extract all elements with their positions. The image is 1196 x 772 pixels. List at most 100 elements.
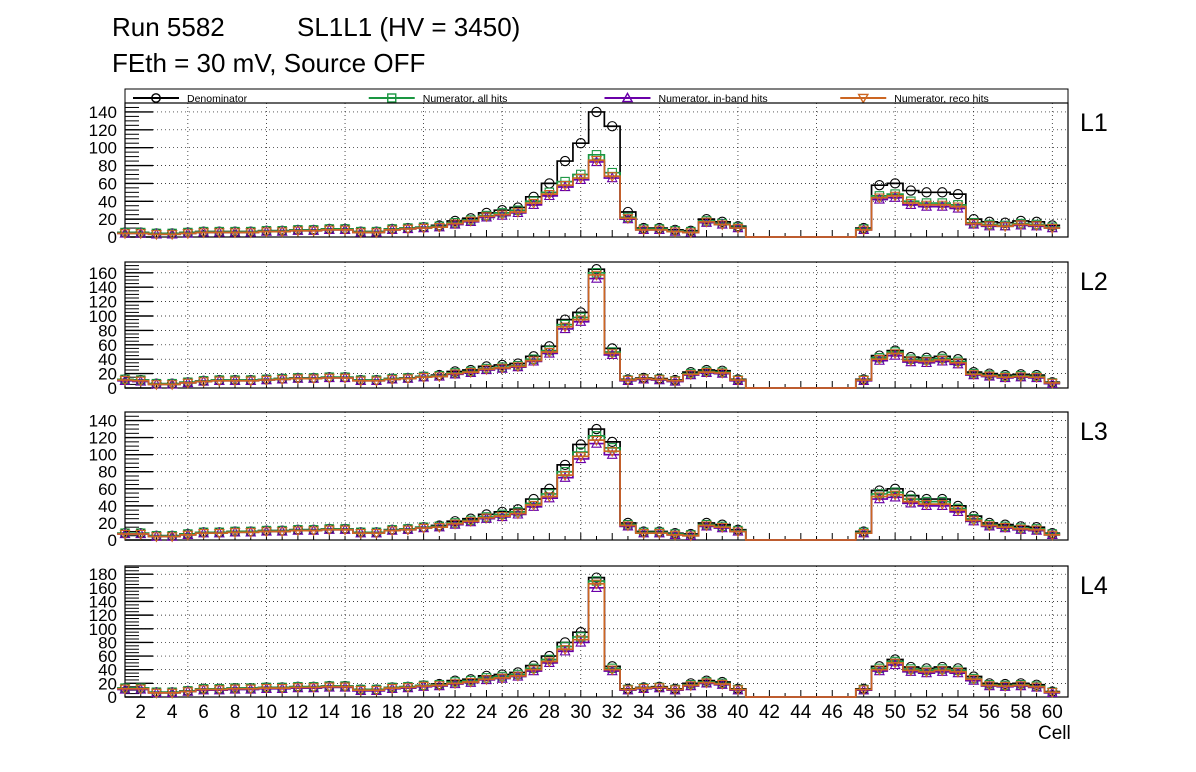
ytick-label: 60 — [98, 647, 117, 666]
marker-triangle-down — [386, 225, 398, 236]
marker-triangle-down — [606, 447, 618, 458]
xtick-label: 4 — [167, 702, 178, 723]
marker-triangle-down — [983, 221, 995, 232]
xtick-label: 50 — [885, 702, 906, 723]
marker-triangle-down — [276, 227, 288, 238]
marker-triangle-down — [166, 532, 178, 543]
ytick-label: 60 — [98, 336, 117, 355]
marker-triangle-down — [858, 685, 870, 696]
marker-triangle-down — [528, 665, 540, 676]
marker-triangle-down — [716, 679, 728, 690]
marker-triangle-down — [700, 217, 713, 228]
marker-triangle-down — [543, 657, 555, 668]
marker-triangle-down — [433, 681, 445, 692]
triangle-down-icon — [857, 93, 870, 105]
marker-triangle-down — [150, 380, 162, 391]
marker-circle — [575, 439, 586, 450]
marker-triangle-down — [182, 687, 194, 698]
marker-triangle-down — [182, 378, 194, 389]
marker-triangle-down — [119, 684, 131, 695]
ytick-label: 80 — [98, 157, 117, 176]
marker-triangle-down — [512, 362, 524, 373]
marker-triangle-down — [999, 523, 1011, 534]
marker-triangle-down — [198, 377, 210, 388]
marker-triangle-down — [182, 229, 194, 240]
marker-triangle-down — [653, 683, 665, 694]
marker-triangle-down — [418, 681, 430, 693]
marker-triangle-down — [418, 223, 430, 235]
marker-triangle-down — [559, 470, 571, 482]
ytick-label: 0 — [108, 531, 117, 550]
marker-triangle-down — [543, 347, 555, 358]
legend-label: Numerator, in-band hits — [659, 93, 768, 105]
ytick-label: 20 — [98, 210, 117, 229]
marker-triangle-down — [308, 374, 320, 385]
panel-label-L2: L2 — [1080, 268, 1108, 296]
marker-square — [968, 217, 979, 228]
xtick-label: 16 — [350, 702, 371, 723]
ytick-label: 140 — [89, 412, 117, 431]
marker-triangle-down — [308, 226, 320, 237]
marker-triangle-down — [213, 228, 225, 239]
marker-triangle-down — [622, 521, 634, 532]
marker-triangle-down — [590, 156, 603, 167]
marker-triangle-down — [1046, 223, 1058, 235]
marker-square — [450, 677, 460, 687]
marker-triangle-down — [983, 521, 995, 532]
marker-triangle-down — [433, 523, 445, 534]
xtick-label: 52 — [916, 702, 937, 723]
ytick-label: 100 — [89, 446, 117, 465]
ytick-label: 160 — [89, 579, 117, 598]
marker-triangle-down — [260, 227, 272, 238]
marker-triangle-down — [905, 356, 917, 367]
marker-triangle-down — [858, 375, 870, 387]
panel-label-L1: L1 — [1080, 109, 1108, 137]
series-line-3 — [117, 582, 1061, 698]
marker-square — [906, 664, 916, 674]
marker-square — [921, 665, 932, 676]
marker-square — [497, 671, 507, 682]
marker-triangle-down — [575, 452, 587, 463]
series-line-3 — [117, 274, 1061, 389]
marker-triangle-down — [496, 363, 508, 374]
marker-triangle-down — [245, 528, 257, 539]
series-line-1 — [117, 153, 1061, 238]
xtick-label: 60 — [1042, 702, 1063, 723]
marker-triangle-down — [480, 212, 493, 223]
marker-triangle-down — [135, 529, 147, 540]
marker-triangle-down — [355, 686, 367, 697]
marker-square — [1016, 218, 1026, 229]
marker-triangle-down — [638, 225, 650, 236]
marker-triangle-down — [638, 529, 650, 540]
ytick-label: 0 — [108, 688, 117, 707]
marker-square — [450, 217, 460, 228]
marker-triangle-up — [606, 448, 618, 459]
legend-label: Numerator, all hits — [423, 93, 508, 105]
xtick-label: 12 — [287, 702, 308, 723]
marker-triangle-down — [449, 519, 461, 530]
xtick-label: 56 — [979, 702, 1000, 723]
marker-triangle-down — [213, 376, 225, 387]
marker-square — [466, 215, 476, 225]
marker-square — [906, 354, 916, 364]
ytick-label: 140 — [89, 278, 117, 297]
marker-triangle-down — [889, 349, 901, 360]
marker-triangle-down — [465, 677, 477, 688]
marker-triangle-down — [669, 227, 681, 238]
marker-triangle-down — [590, 579, 603, 590]
marker-triangle-up — [575, 636, 587, 647]
marker-triangle-down — [292, 526, 304, 537]
marker-triangle-down — [198, 529, 210, 540]
legend-entry-2: Numerator, in-band hits — [604, 91, 768, 105]
xtick-label: 58 — [1010, 702, 1031, 723]
marker-triangle-down — [1046, 688, 1058, 699]
marker-triangle-down — [182, 530, 194, 541]
marker-triangle-down — [952, 202, 964, 213]
marker-triangle-down — [716, 523, 728, 534]
circle-icon — [151, 93, 161, 103]
marker-circle — [607, 121, 618, 132]
xtick-label: 30 — [570, 702, 591, 723]
legend-entry-0: Denominator — [133, 93, 248, 105]
marker-triangle-down — [386, 526, 398, 537]
